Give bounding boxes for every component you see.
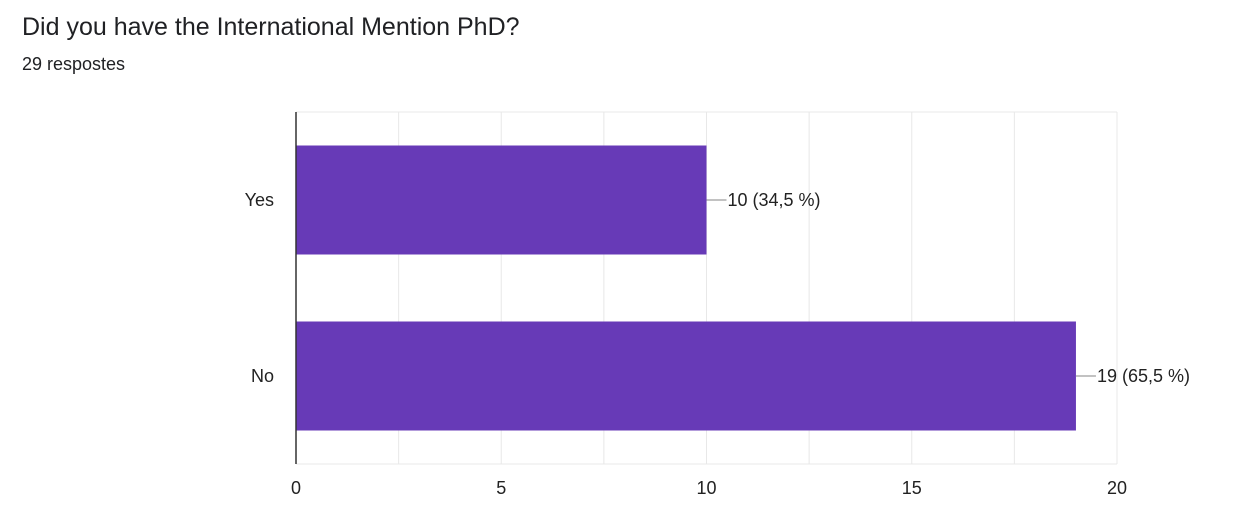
x-tick-label: 20 xyxy=(1107,478,1127,498)
x-tick-label: 10 xyxy=(696,478,716,498)
x-tick-label: 5 xyxy=(496,478,506,498)
bar-no xyxy=(296,321,1076,431)
bar-yes xyxy=(296,145,707,255)
data-label: 10 (34,5 %) xyxy=(728,190,821,210)
data-label: 19 (65,5 %) xyxy=(1097,366,1190,386)
question-header: Did you have the International Mention P… xyxy=(22,10,520,76)
category-label: Yes xyxy=(245,190,274,210)
question-title: Did you have the International Mention P… xyxy=(22,13,520,41)
x-tick-label: 0 xyxy=(291,478,301,498)
x-tick-label: 15 xyxy=(902,478,922,498)
category-label: No xyxy=(251,366,274,386)
response-count: 29 respostes xyxy=(22,54,126,74)
